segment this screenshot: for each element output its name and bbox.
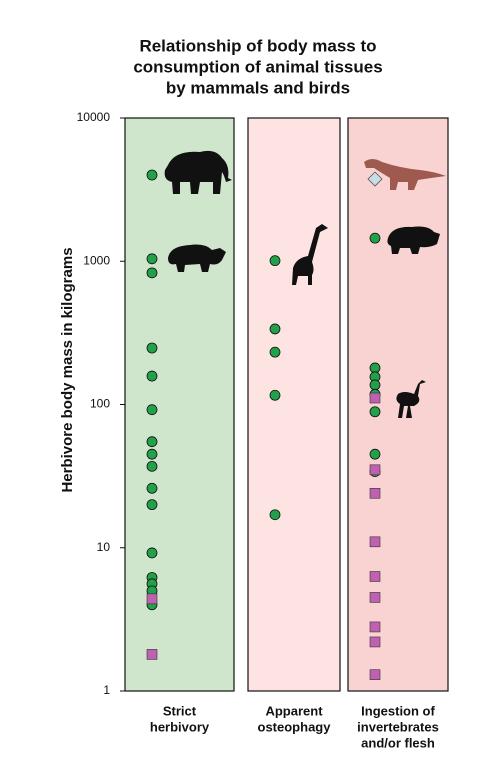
point (369, 448, 381, 460)
chart-title: by mammals and birds (166, 78, 350, 97)
point (146, 267, 158, 279)
point (369, 636, 381, 648)
point (369, 536, 381, 548)
point (369, 571, 381, 582)
y-tick-label: 1 (103, 683, 110, 697)
point (146, 436, 158, 448)
y-axis-label: Herbivore body mass in kilograms (59, 247, 76, 492)
x-tick-label: and/or flesh (361, 735, 435, 750)
point (146, 593, 158, 605)
chart-title: consumption of animal tissues (133, 57, 382, 76)
point (146, 482, 158, 494)
point (269, 255, 281, 267)
x-tick-label: herbivory (150, 719, 210, 734)
point (146, 499, 158, 511)
marks (146, 169, 383, 680)
dinosaur (364, 159, 446, 190)
point (369, 669, 381, 680)
giraffe (292, 224, 328, 285)
point (369, 379, 381, 391)
y-tick-label: 1000 (83, 253, 110, 267)
y-tick-label: 10000 (77, 110, 111, 124)
chart-title: Relationship of body mass to (139, 36, 376, 55)
point (146, 169, 158, 181)
point (146, 460, 158, 472)
point (369, 464, 381, 476)
point (146, 448, 158, 460)
point (369, 487, 381, 499)
x-tick-label: Ingestion of (361, 703, 435, 718)
point (269, 389, 281, 401)
point (369, 592, 381, 603)
point (146, 547, 158, 559)
category-panel (247, 117, 341, 692)
point (269, 323, 281, 335)
point (367, 171, 383, 187)
x-tick-label: Strict (163, 703, 197, 718)
category-panel (124, 117, 235, 692)
point (369, 406, 381, 418)
elephant (164, 150, 232, 194)
point (146, 253, 158, 265)
point (369, 232, 381, 244)
point (146, 342, 158, 354)
point (269, 346, 281, 358)
point (269, 509, 281, 521)
x-tick-label: osteophagy (258, 719, 332, 734)
ostrich (396, 380, 426, 418)
y-tick-label: 100 (90, 397, 110, 411)
point (146, 649, 158, 660)
y-tick-label: 10 (97, 540, 111, 554)
silhouettes (164, 150, 446, 418)
point (146, 404, 158, 416)
x-tick-label: Apparent (265, 703, 323, 718)
rhino (168, 244, 226, 272)
point (369, 621, 381, 633)
title-group: Relationship of body mass to consumption … (133, 36, 382, 97)
point (146, 370, 158, 382)
point (369, 362, 381, 374)
hippo (387, 226, 440, 254)
x-tick-label: invertebrates (357, 719, 439, 734)
point (369, 392, 381, 404)
category-panel (347, 117, 449, 692)
